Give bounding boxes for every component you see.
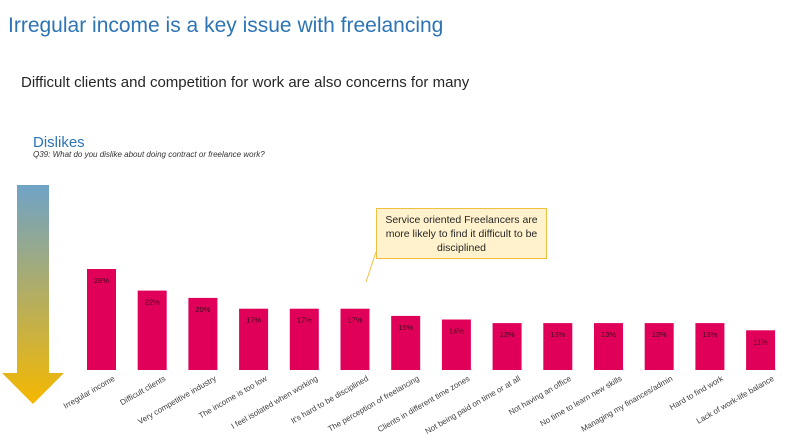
bar xyxy=(644,323,674,370)
data-label: 11% xyxy=(753,337,768,346)
data-label: 28% xyxy=(94,276,109,285)
data-label: 14% xyxy=(449,327,464,336)
category-label: No time to learn new skills xyxy=(539,374,624,428)
bar xyxy=(746,330,776,370)
bar xyxy=(239,308,269,370)
bar xyxy=(289,308,319,370)
bar xyxy=(87,269,116,370)
section-title: Dislikes xyxy=(33,134,85,151)
callout-box: Service oriented Freelancers are more li… xyxy=(376,208,547,259)
bar xyxy=(391,315,421,370)
question-text: Q39: What do you dislike about doing con… xyxy=(33,150,265,159)
data-label: 17% xyxy=(246,316,261,325)
data-label: 13% xyxy=(500,330,515,339)
bar xyxy=(137,290,167,370)
data-label: 13% xyxy=(702,330,717,339)
category-label: The perception of freelancing xyxy=(326,374,420,434)
category-label: Managing my finances/admin xyxy=(580,374,675,434)
bar xyxy=(492,323,522,370)
data-label: 13% xyxy=(652,330,667,339)
data-label: 15% xyxy=(398,323,413,332)
data-label: 13% xyxy=(550,330,565,339)
bar xyxy=(543,323,573,370)
bar xyxy=(695,323,725,370)
data-label: 17% xyxy=(347,316,362,325)
category-label: Clients in different time zones xyxy=(376,374,471,434)
bars-layer: 28% 22% 20% 17% 17% 17% 15% 14% 13% 13% 13% 13% 13% 1… xyxy=(87,269,776,370)
bar xyxy=(441,319,471,370)
callout-text: Service oriented Freelancers are more li… xyxy=(385,213,538,254)
callout-pointer xyxy=(365,251,377,283)
slide-subtitle: Difficult clients and competition for wo… xyxy=(21,74,470,91)
category-label: Difficult clients xyxy=(119,374,168,407)
bar xyxy=(340,308,370,370)
ranking-arrow-icon xyxy=(2,185,64,404)
bar xyxy=(188,297,218,370)
data-label: 20% xyxy=(195,305,210,314)
category-label: Not being paid on time or at all xyxy=(424,374,523,436)
bar xyxy=(594,323,623,370)
category-label: Irregular income xyxy=(62,374,117,411)
data-label: 13% xyxy=(601,330,616,339)
data-label: 22% xyxy=(145,298,160,307)
category-label: I feel isolated when working xyxy=(230,374,320,431)
data-label: 17% xyxy=(297,316,312,325)
slide-title: Irregular income is a key issue with fre… xyxy=(8,14,444,37)
